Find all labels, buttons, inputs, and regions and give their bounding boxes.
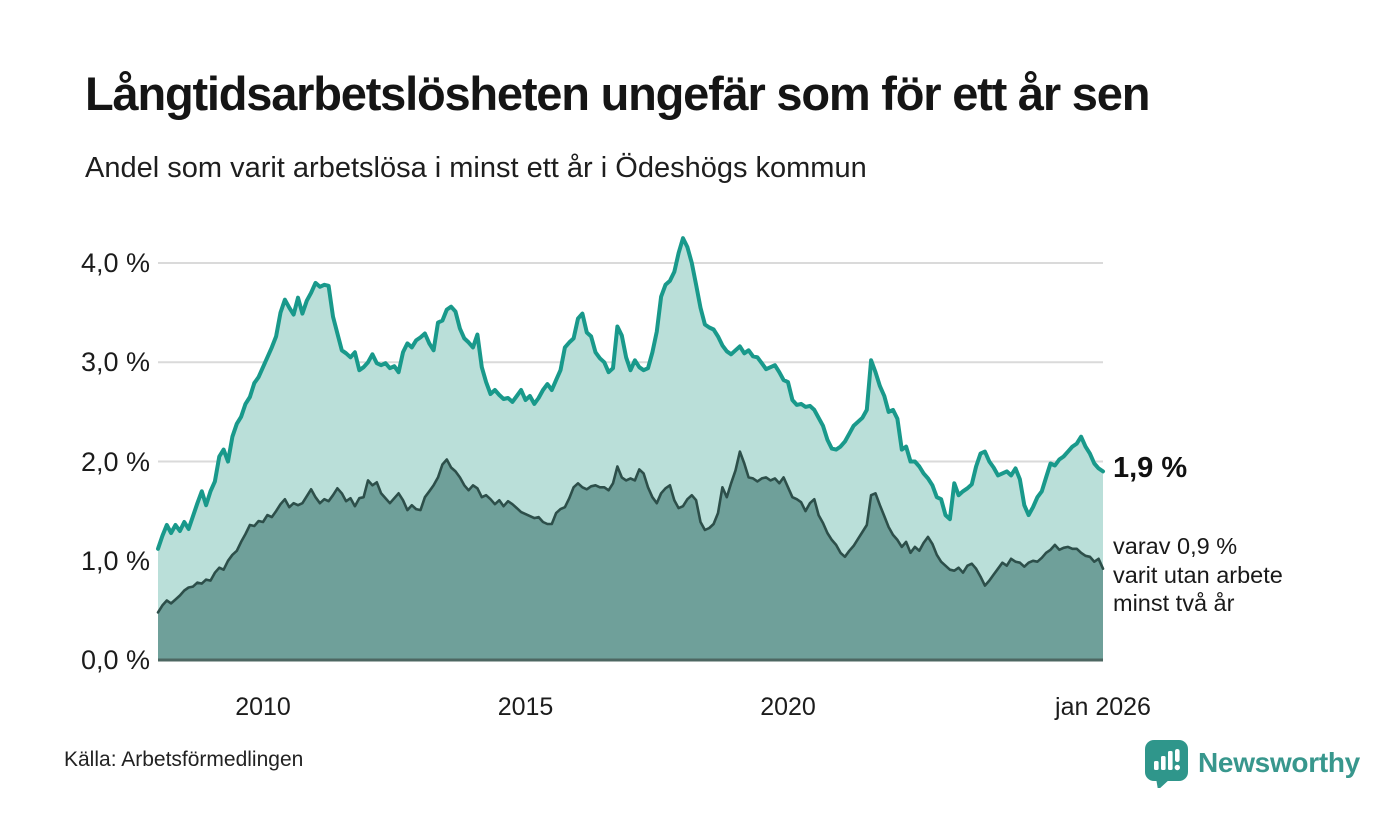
sub-value-line: varav 0,9 % bbox=[1113, 533, 1238, 559]
sub-value-line: varit utan arbete bbox=[1113, 561, 1283, 588]
line-two-years-unemployed bbox=[156, 450, 1105, 614]
y-tick-label: 4,0 % bbox=[80, 248, 150, 278]
source-note: Källa: Arbetsförmedlingen bbox=[64, 748, 304, 771]
latest-value-label: 1,9 % bbox=[1113, 452, 1188, 484]
y-tick-label: 3,0 % bbox=[80, 347, 150, 378]
area-two-years-unemployed bbox=[158, 451, 1103, 660]
y-tick-label: 0,0 % bbox=[80, 645, 150, 675]
sub-value-line: minst två år bbox=[1113, 590, 1235, 616]
x-tick-label: 2015 bbox=[497, 693, 554, 721]
x-tick-label: 2010 bbox=[235, 693, 291, 721]
x-tick-label: jan 2026 bbox=[1055, 693, 1151, 721]
x-tick-label: 2020 bbox=[760, 693, 816, 721]
page-subtitle: Andel som varit arbetslösa i minst ett å… bbox=[85, 152, 867, 184]
sub-value-annotation: varav 0,9 % varit utan arbete minst två … bbox=[1113, 532, 1283, 618]
y-tick-label: 1,0 % bbox=[80, 545, 150, 576]
y-tick-label: 2,0 % bbox=[80, 446, 150, 477]
newsworthy-logo-icon bbox=[1145, 740, 1188, 788]
brand-name: Newsworthy bbox=[1198, 747, 1360, 778]
page-title: Långtidsarbetslösheten ungefär som för e… bbox=[85, 67, 1150, 120]
line-total-unemployed bbox=[156, 236, 1105, 551]
newsworthy-branding: Newsworthy bbox=[1144, 738, 1360, 788]
